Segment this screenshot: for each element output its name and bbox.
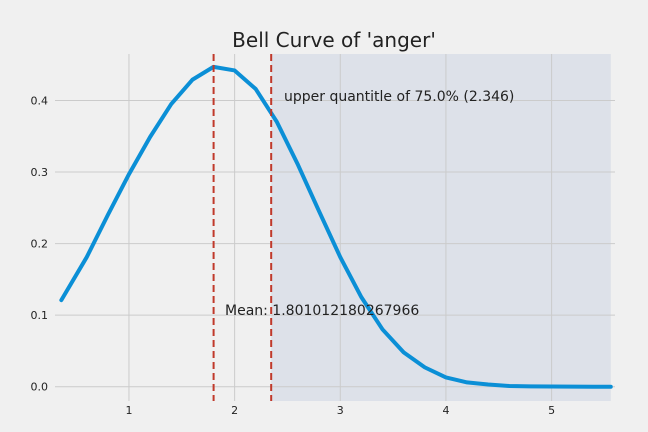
- chart-title: Bell Curve of 'anger': [232, 28, 436, 52]
- mean-annotation: Mean: 1.801012180267966: [225, 303, 419, 319]
- x-tick-label: 2: [231, 404, 238, 417]
- y-tick-label: 0.2: [31, 238, 49, 251]
- vertical-lines-layer: [212, 54, 273, 401]
- x-tick-label: 5: [548, 404, 555, 417]
- quantile-shaded-region: [271, 54, 611, 401]
- curve-layer: [59, 64, 613, 389]
- shaded-region-layer: [271, 54, 611, 401]
- quantile-annotation: upper quantitle of 75.0% (2.346): [284, 89, 514, 105]
- grid-layer: [55, 54, 615, 401]
- y-tick-label: 0.1: [31, 309, 49, 322]
- y-tick-label: 0.4: [31, 95, 49, 108]
- bell-curve-line: [59, 64, 613, 389]
- y-tick-label: 0.3: [31, 166, 49, 179]
- x-tick-label: 1: [125, 404, 132, 417]
- y-tick-label: 0.0: [31, 381, 49, 394]
- x-tick-label: 3: [337, 404, 344, 417]
- x-tick-label: 4: [442, 404, 449, 417]
- tick-labels-layer: 1 2 3 4 5 0.0 0.1 0.2 0.3 0.4: [31, 95, 556, 417]
